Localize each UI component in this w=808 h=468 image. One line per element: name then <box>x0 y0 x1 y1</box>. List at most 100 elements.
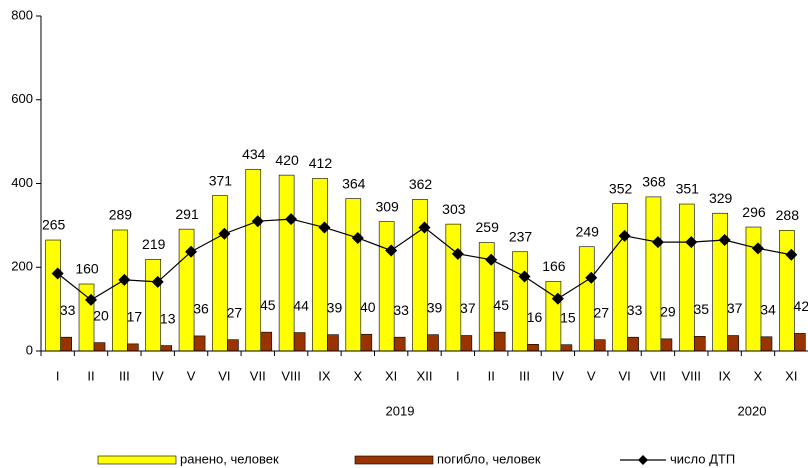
bar <box>312 178 328 352</box>
legend-swatch <box>97 455 177 465</box>
data-label: 289 <box>109 207 133 223</box>
marker <box>585 271 598 284</box>
group-label: 2020 <box>738 403 767 418</box>
data-label: 434 <box>242 146 266 162</box>
x-tick-label: V <box>187 368 196 383</box>
legend-swatch <box>354 455 434 465</box>
bar <box>578 246 595 352</box>
x-tick-label: VIII <box>281 368 301 383</box>
group-label: 2019 <box>386 403 415 418</box>
bar <box>227 339 239 352</box>
data-label: 15 <box>560 309 576 325</box>
marker <box>351 231 364 244</box>
bar <box>527 343 539 352</box>
bar <box>612 203 628 352</box>
data-label: 412 <box>309 155 333 171</box>
x-tick-label: VI <box>618 368 630 383</box>
data-label: 36 <box>193 301 209 317</box>
bar <box>493 331 506 352</box>
y-tick-label: 0 <box>26 342 33 357</box>
marker <box>485 253 498 266</box>
data-label: 27 <box>227 304 243 320</box>
data-label: 17 <box>127 309 143 325</box>
data-label: 16 <box>527 309 543 325</box>
bar <box>78 283 95 352</box>
x-tick-label: VI <box>218 368 230 383</box>
data-label: 309 <box>375 198 399 214</box>
marker <box>118 273 131 286</box>
bar <box>779 230 795 352</box>
bar <box>412 199 428 352</box>
marker <box>518 270 531 283</box>
data-label: 37 <box>460 300 476 316</box>
x-tick-label: X <box>353 368 362 383</box>
bar <box>127 343 139 352</box>
bar <box>427 334 439 352</box>
bar <box>160 345 173 352</box>
bar <box>60 336 72 352</box>
x-tick-label: IX <box>718 368 731 383</box>
bar <box>93 342 106 352</box>
bar <box>593 339 606 352</box>
data-label: 160 <box>75 261 99 277</box>
bar <box>712 212 728 352</box>
bar <box>560 344 573 352</box>
data-label: 288 <box>776 207 800 223</box>
bar <box>760 336 773 352</box>
data-label: 33 <box>60 302 76 318</box>
data-label: 219 <box>142 236 166 252</box>
x-tick-label: II <box>87 368 94 383</box>
bar <box>512 251 528 352</box>
bar <box>245 168 262 352</box>
x-tick-label: III <box>519 368 530 383</box>
marker <box>85 293 98 306</box>
x-tick-label: VII <box>250 368 266 383</box>
x-tick-label: V <box>587 368 596 383</box>
y-tick-label: 800 <box>11 7 33 22</box>
marker <box>385 244 398 257</box>
bar <box>660 338 673 352</box>
data-label: 291 <box>175 206 199 222</box>
data-label: 29 <box>660 304 676 320</box>
data-label: 45 <box>260 297 276 313</box>
bar <box>260 331 273 352</box>
bar <box>193 335 206 352</box>
marker <box>418 221 431 234</box>
marker <box>651 236 664 249</box>
x-tick-label: VIII <box>682 368 702 383</box>
data-label: 37 <box>727 300 743 316</box>
legend-marker <box>638 455 648 465</box>
bar <box>378 221 395 352</box>
y-tick-label: 200 <box>11 259 33 274</box>
data-label: 371 <box>209 172 233 188</box>
bar <box>212 195 228 352</box>
marker <box>285 213 298 226</box>
bar <box>727 335 739 352</box>
data-label: 352 <box>609 180 633 196</box>
marker <box>685 236 698 249</box>
data-label: 362 <box>409 176 433 192</box>
marker <box>218 227 231 240</box>
data-label: 303 <box>442 201 466 217</box>
bar <box>794 333 806 352</box>
data-label: 42 <box>794 298 808 314</box>
data-label: 45 <box>493 297 509 313</box>
bar <box>278 174 295 352</box>
bar <box>112 229 128 352</box>
x-tick-label: XI <box>785 368 797 383</box>
data-label: 13 <box>160 310 176 326</box>
marker <box>51 267 64 280</box>
marker <box>318 221 331 234</box>
data-label: 368 <box>642 174 666 190</box>
marker <box>751 242 764 255</box>
marker <box>551 292 564 305</box>
bar <box>627 336 639 352</box>
marker <box>618 229 631 242</box>
bar <box>360 333 373 352</box>
x-tick-label: XII <box>417 368 433 383</box>
data-label: 39 <box>327 299 343 315</box>
bar <box>345 198 362 352</box>
bar <box>145 258 162 352</box>
x-tick-label: IX <box>318 368 331 383</box>
